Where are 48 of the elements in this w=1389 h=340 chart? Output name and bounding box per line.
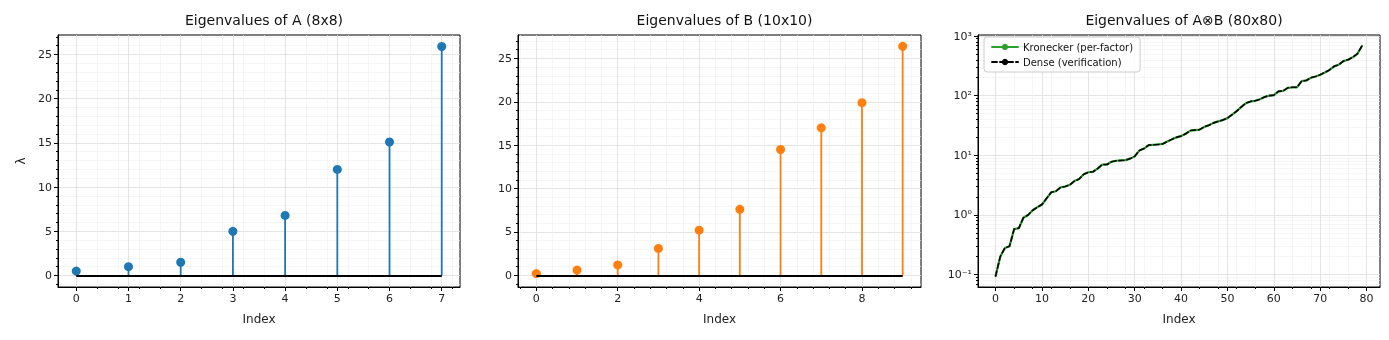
y-tick-label: 10⁻¹ [947,268,972,282]
y-tick-label: 10² [953,89,972,103]
y-tick-label: 20 [498,95,512,109]
y-tick-label: 15 [38,136,52,150]
y-tick-label: 5 [505,225,512,239]
y-tick-label: 10⁰ [953,208,973,222]
x-tick-label: 50 [1220,292,1235,305]
y-tick-label: 15 [498,138,512,152]
x-tick-label: 4 [281,292,289,305]
chart-title: Eigenvalues of A⊗B (80x80) [1085,12,1283,28]
legend-label: Kronecker (per-factor) [1023,41,1134,53]
chart-title: Eigenvalues of A (8x8) [184,12,344,28]
y-tick-label: 5 [45,224,52,238]
y-tick-label: 0 [505,268,512,282]
x-tick-label: 1 [124,292,132,305]
x-tick-label: 2 [614,292,622,305]
x-tick-label: 0 [992,292,1000,305]
x-tick-label: 0 [532,292,540,305]
x-tick-label: 6 [386,292,394,305]
y-tick-label: 25 [38,47,52,61]
x-tick-label: 4 [695,292,703,305]
y-tick-label: 25 [498,51,512,65]
y-tick-label: 10³ [953,29,972,43]
x-tick-label: 3 [229,292,237,305]
legend-label: Dense (verification) [1023,56,1122,68]
y-tick-label: 20 [38,92,52,106]
y-tick-label: 10¹ [953,148,972,162]
x-tick-label: 30 [1127,292,1142,305]
x-axis-title: Index [702,312,737,326]
x-tick-label: 40 [1174,292,1189,305]
y-axis-title: λ [14,157,29,165]
x-tick-label: 6 [777,292,785,305]
x-axis-title: Index [242,312,276,326]
x-tick-label: 60 [1266,292,1281,305]
x-tick-label: 20 [1081,292,1096,305]
x-tick-label: 0 [72,292,80,305]
x-tick-label: 2 [177,292,185,305]
chart-title: Eigenvalues of B (10x10) [636,12,813,28]
y-tick-label: 0 [45,269,52,283]
x-tick-label: 5 [333,292,341,305]
x-tick-label: 80 [1359,292,1374,305]
x-axis-title: Index [1162,312,1196,326]
y-tick-label: 10 [38,180,52,194]
x-tick-label: 70 [1313,292,1328,305]
x-tick-label: 7 [438,292,446,305]
y-tick-label: 10 [498,182,512,196]
x-tick-label: 8 [858,292,866,305]
x-tick-label: 10 [1034,292,1049,305]
